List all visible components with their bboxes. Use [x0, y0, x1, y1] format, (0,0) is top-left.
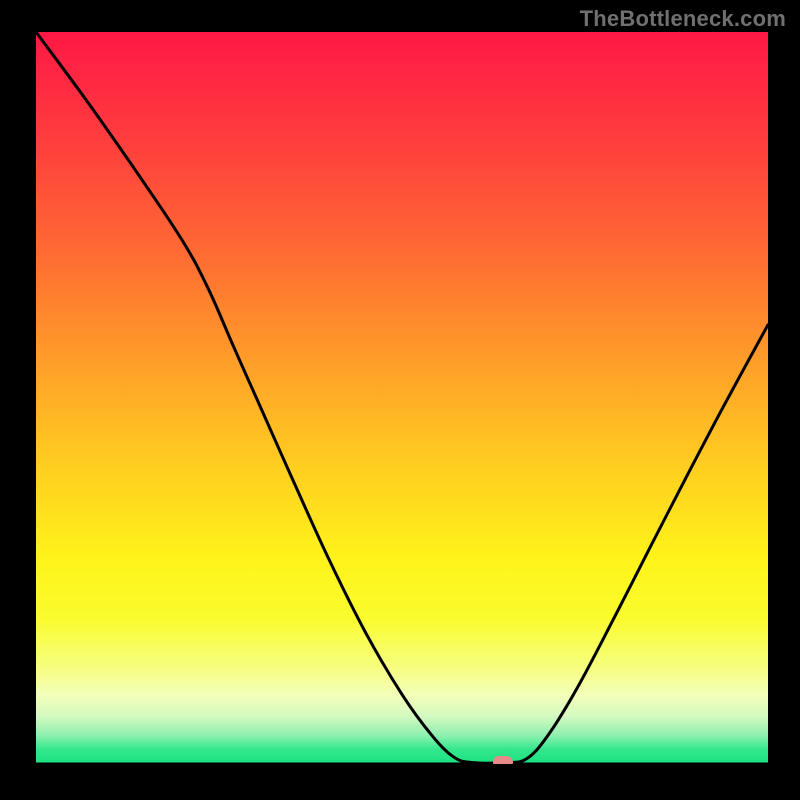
watermark-label: TheBottleneck.com	[580, 6, 786, 32]
optimum-marker	[493, 756, 513, 764]
gradient-background	[36, 32, 768, 764]
plot-area	[36, 32, 768, 764]
chart-frame: TheBottleneck.com	[0, 0, 800, 800]
